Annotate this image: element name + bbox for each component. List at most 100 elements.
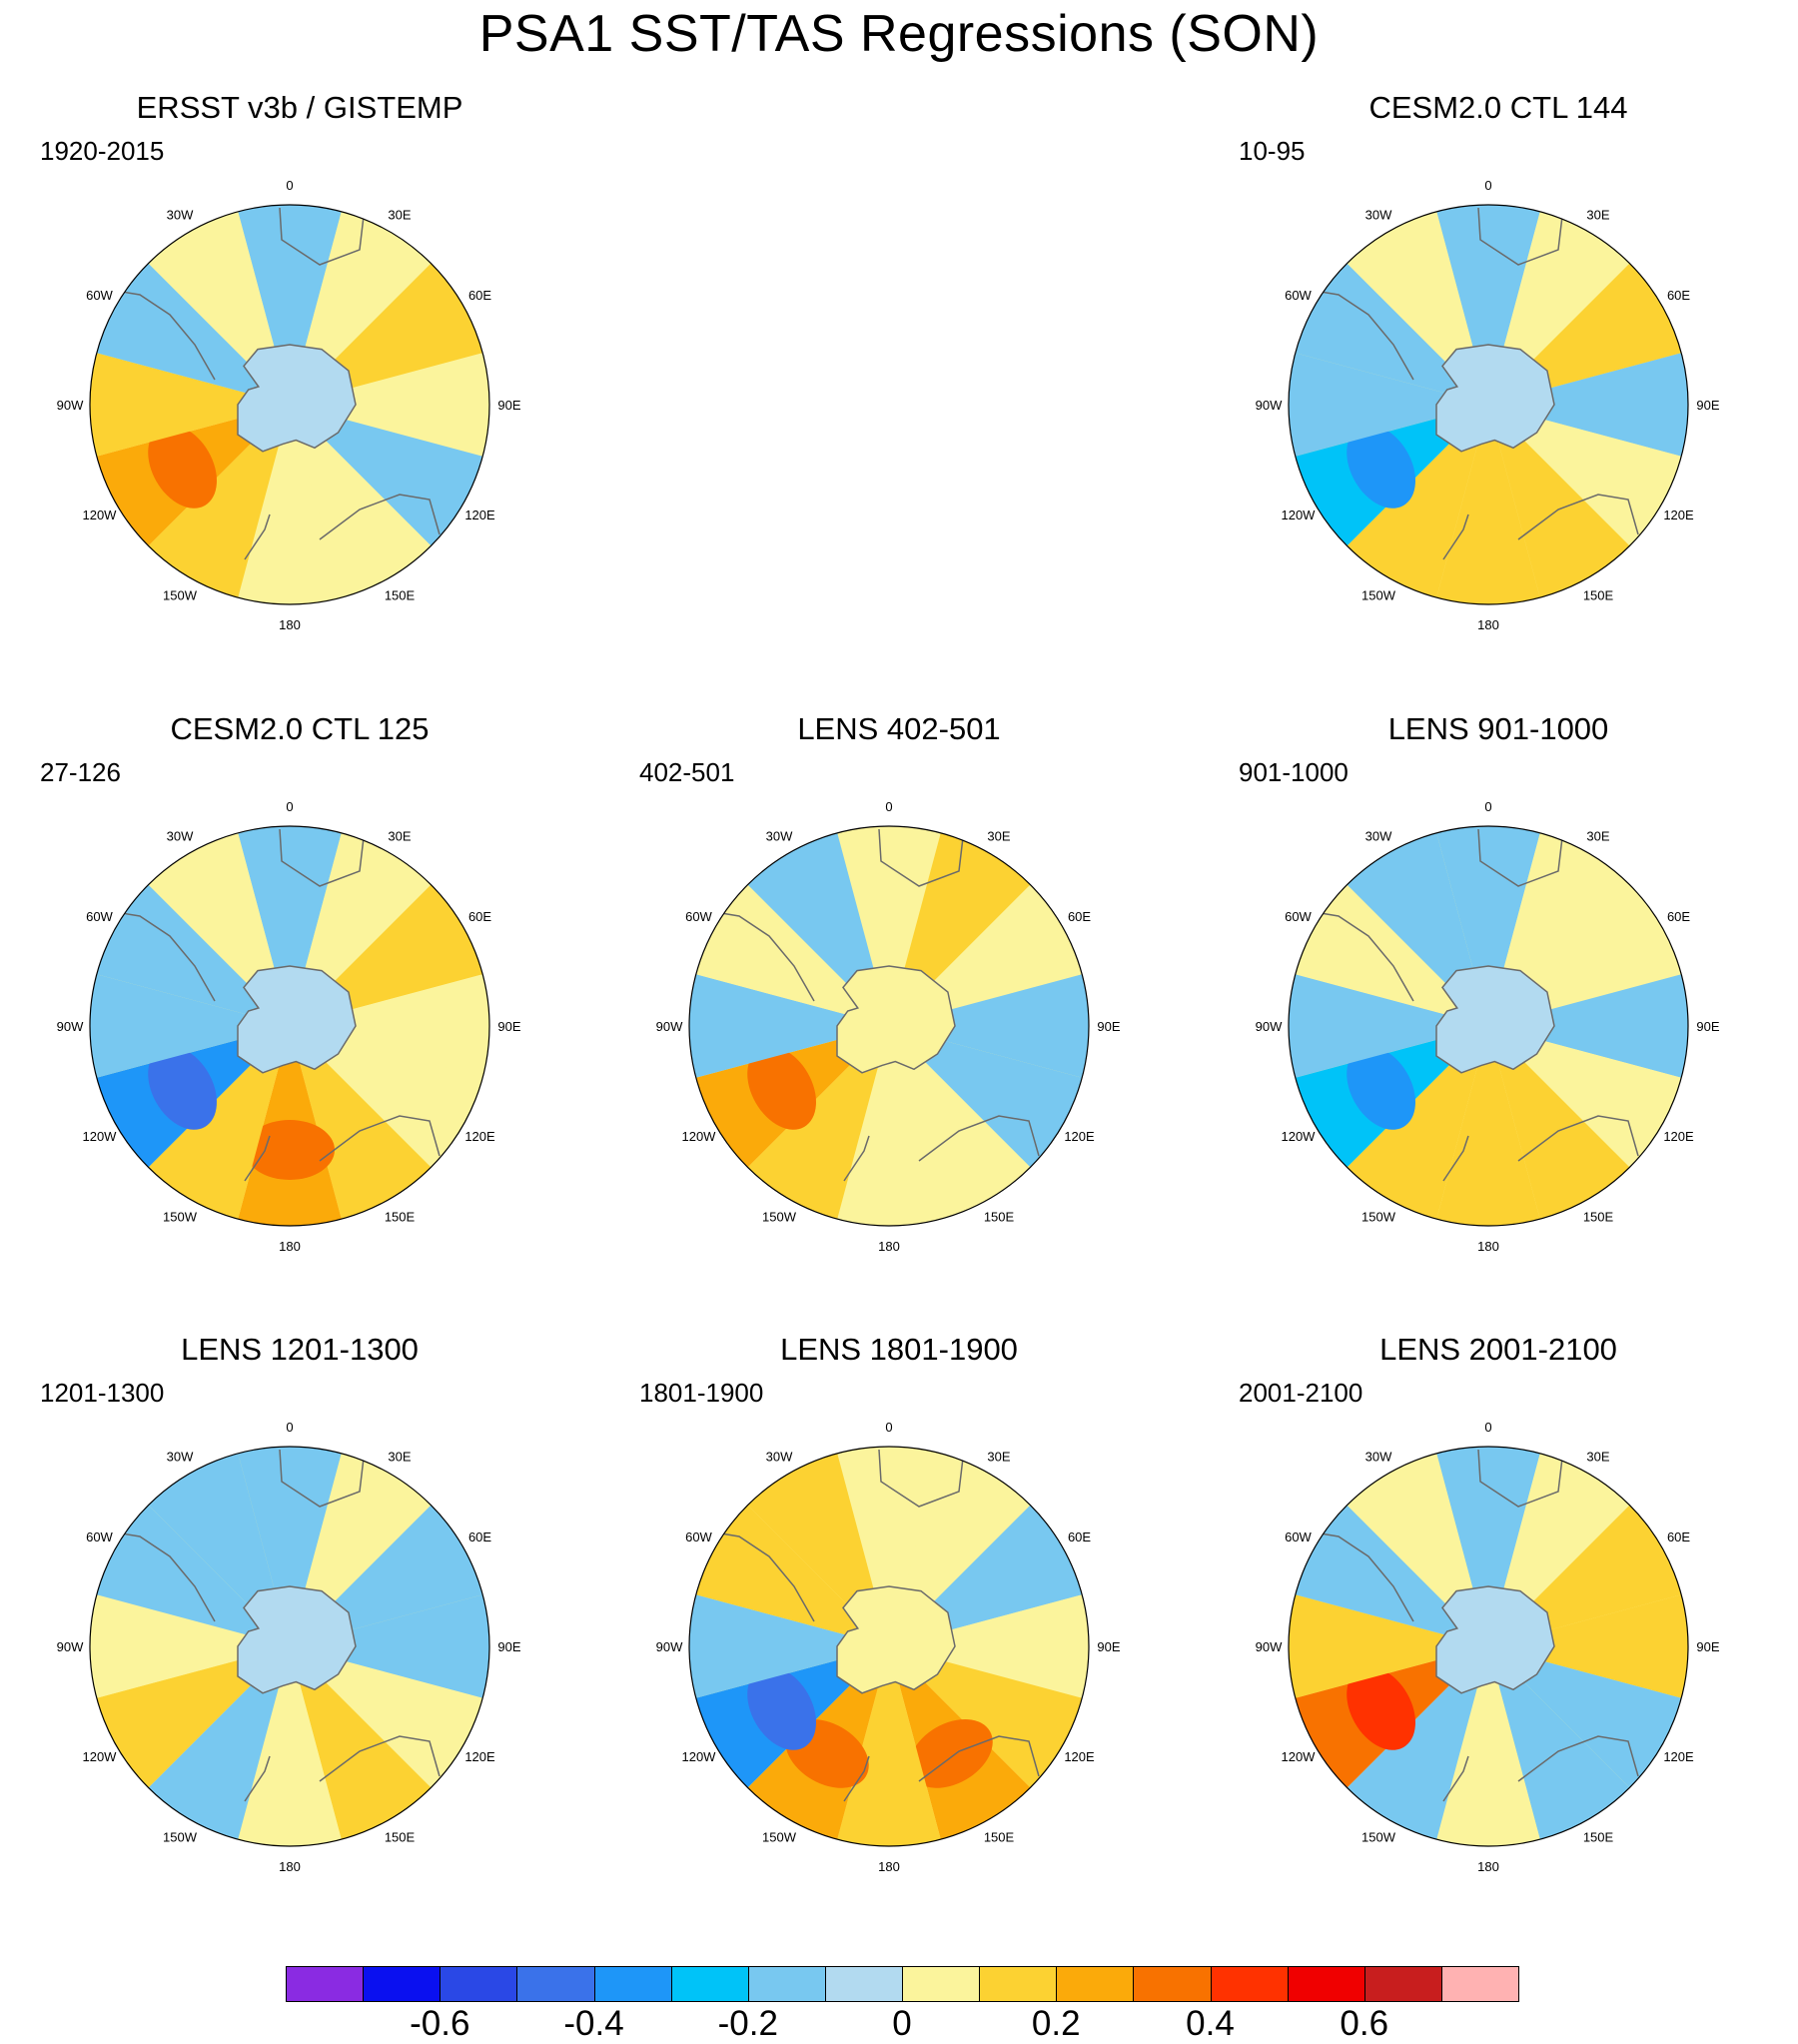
coastline [1517, 1115, 1639, 1162]
longitude-label: 90W [57, 1019, 84, 1034]
colorbar-label: -0.6 [410, 2004, 470, 2043]
map-border [89, 204, 490, 605]
longitude-label: 120W [681, 1749, 716, 1764]
longitude-label: 30W [1365, 828, 1392, 843]
panel-period: 1920-2015 [40, 136, 165, 166]
coastline [1442, 513, 1469, 560]
map-panel-lens-1801-1900: LENS 1801-1900 1801-1900 0 30E 60E 90E 120E 1… [619, 1332, 1179, 1951]
panel-period: 27-126 [40, 757, 121, 787]
panel-title: LENS 1801-1900 [780, 1332, 1018, 1367]
antarctica-landmass [1435, 344, 1555, 453]
longitude-label: 60E [1667, 288, 1690, 303]
longitude-label: 90E [1097, 1639, 1120, 1654]
coastline [878, 828, 965, 887]
coastline [1308, 910, 1414, 1002]
longitude-label: 150W [163, 588, 198, 603]
field-sector [837, 1646, 941, 1846]
coastline [244, 1135, 271, 1182]
longitude-label: 60E [1068, 909, 1091, 924]
field-sector [889, 974, 1089, 1078]
field-sector [1436, 826, 1540, 1026]
colorbar-swatch [1363, 1966, 1442, 2002]
longitude-label: 30W [167, 207, 194, 222]
field-sector [90, 1594, 290, 1698]
longitude-label: 150W [1361, 1830, 1396, 1845]
antarctica-landmass [836, 1585, 956, 1694]
field-sector [689, 1594, 889, 1698]
longitude-label: 90W [57, 1639, 84, 1654]
field-sector [238, 405, 342, 604]
field-sector [290, 1026, 483, 1168]
longitude-label: 120E [1064, 1749, 1095, 1764]
colorbar-swatch [1056, 1966, 1135, 2002]
longitude-label: 0 [286, 799, 293, 814]
panel-period: 901-1000 [1239, 757, 1348, 787]
longitude-label: 180 [878, 1239, 900, 1254]
anomaly-core [148, 1046, 217, 1130]
longitude-label: 150W [762, 1210, 797, 1225]
longitude-label: 90E [497, 398, 520, 413]
colorbar-label: 0.2 [1031, 2004, 1081, 2043]
map-panel-lens-402-501: LENS 402-501 402-501 0 30E 60E 90E 120E 150E 1… [619, 711, 1179, 1331]
panel-title: LENS 402-501 [797, 711, 1001, 746]
field-sector [238, 1447, 342, 1646]
field-sector [290, 353, 489, 457]
coastline [319, 1115, 441, 1162]
coastline [708, 1531, 815, 1622]
coastline [1442, 1135, 1469, 1182]
longitude-label: 30W [1365, 207, 1392, 222]
antarctica-landmass [836, 965, 956, 1074]
longitude-label: 150E [984, 1210, 1015, 1225]
longitude-label: 120W [82, 1749, 117, 1764]
regression-field [689, 826, 1089, 1226]
field-sector [148, 1026, 290, 1220]
coastline [843, 1135, 870, 1182]
field-sector [238, 826, 342, 1026]
colorbar-label: 0 [892, 2004, 912, 2043]
regression-field [90, 826, 489, 1226]
longitude-label: 30E [1586, 1449, 1609, 1464]
antarctica-landmass [1435, 1585, 1555, 1694]
longitude-label: 150E [1583, 1830, 1614, 1845]
coastline [1308, 1531, 1414, 1622]
field-sector [1436, 205, 1540, 405]
field-sector [290, 1026, 432, 1220]
anomaly-core [245, 1120, 335, 1180]
colorbar-swatch [440, 1966, 518, 2002]
polar-map: 0 30E 60E 90E 120E 150E 180 150W 120W 90W 60W 30W [1256, 1420, 1720, 1874]
longitude-label: 150E [984, 1830, 1015, 1845]
colorbar: -0.6 -0.4 -0.2 0 0.2 0.4 0.6 [286, 1966, 1519, 2043]
longitude-label: 30E [1586, 207, 1609, 222]
colorbar-swatch [1287, 1966, 1365, 2002]
longitude-label: 120E [464, 508, 495, 522]
colorbar-swatch [286, 1966, 365, 2002]
colorbar-swatch [593, 1966, 672, 2002]
field-sector [96, 1646, 290, 1788]
antarctica-landmass [237, 965, 357, 1074]
longitude-label: 90W [57, 398, 84, 413]
longitude-label: 180 [1477, 1239, 1499, 1254]
longitude-label: 90W [656, 1639, 683, 1654]
coastline [244, 513, 271, 560]
field-sector [1347, 1026, 1488, 1220]
longitude-label: 150W [762, 1830, 797, 1845]
panel-title: LENS 901-1000 [1387, 711, 1609, 746]
field-sector [290, 974, 489, 1078]
field-sector [290, 1594, 489, 1698]
longitude-label: 120W [1281, 1749, 1316, 1764]
anomaly-core [148, 425, 217, 509]
map-border [688, 1446, 1090, 1847]
longitude-label: 0 [1484, 178, 1491, 193]
regression-field [689, 1447, 1089, 1846]
anomaly-core [1347, 1046, 1415, 1130]
colorbar-swatch [979, 1966, 1058, 2002]
panel-period: 1201-1300 [40, 1378, 165, 1408]
longitude-label: 150W [1361, 588, 1396, 603]
map-panel-lens-1201-1300: LENS 1201-1300 1201-1300 0 30E 60E 90E 120E 1… [20, 1332, 579, 1951]
colorbar-swatch [824, 1966, 903, 2002]
antarctica-landmass [1435, 965, 1555, 1074]
map-panel-lens-901-1000: LENS 901-1000 901-1000 0 30E 60E 90E 120E 150… [1219, 711, 1778, 1331]
longitude-label: 150E [385, 1210, 416, 1225]
field-sector [1488, 1594, 1688, 1698]
colorbar-swatch [516, 1966, 595, 2002]
